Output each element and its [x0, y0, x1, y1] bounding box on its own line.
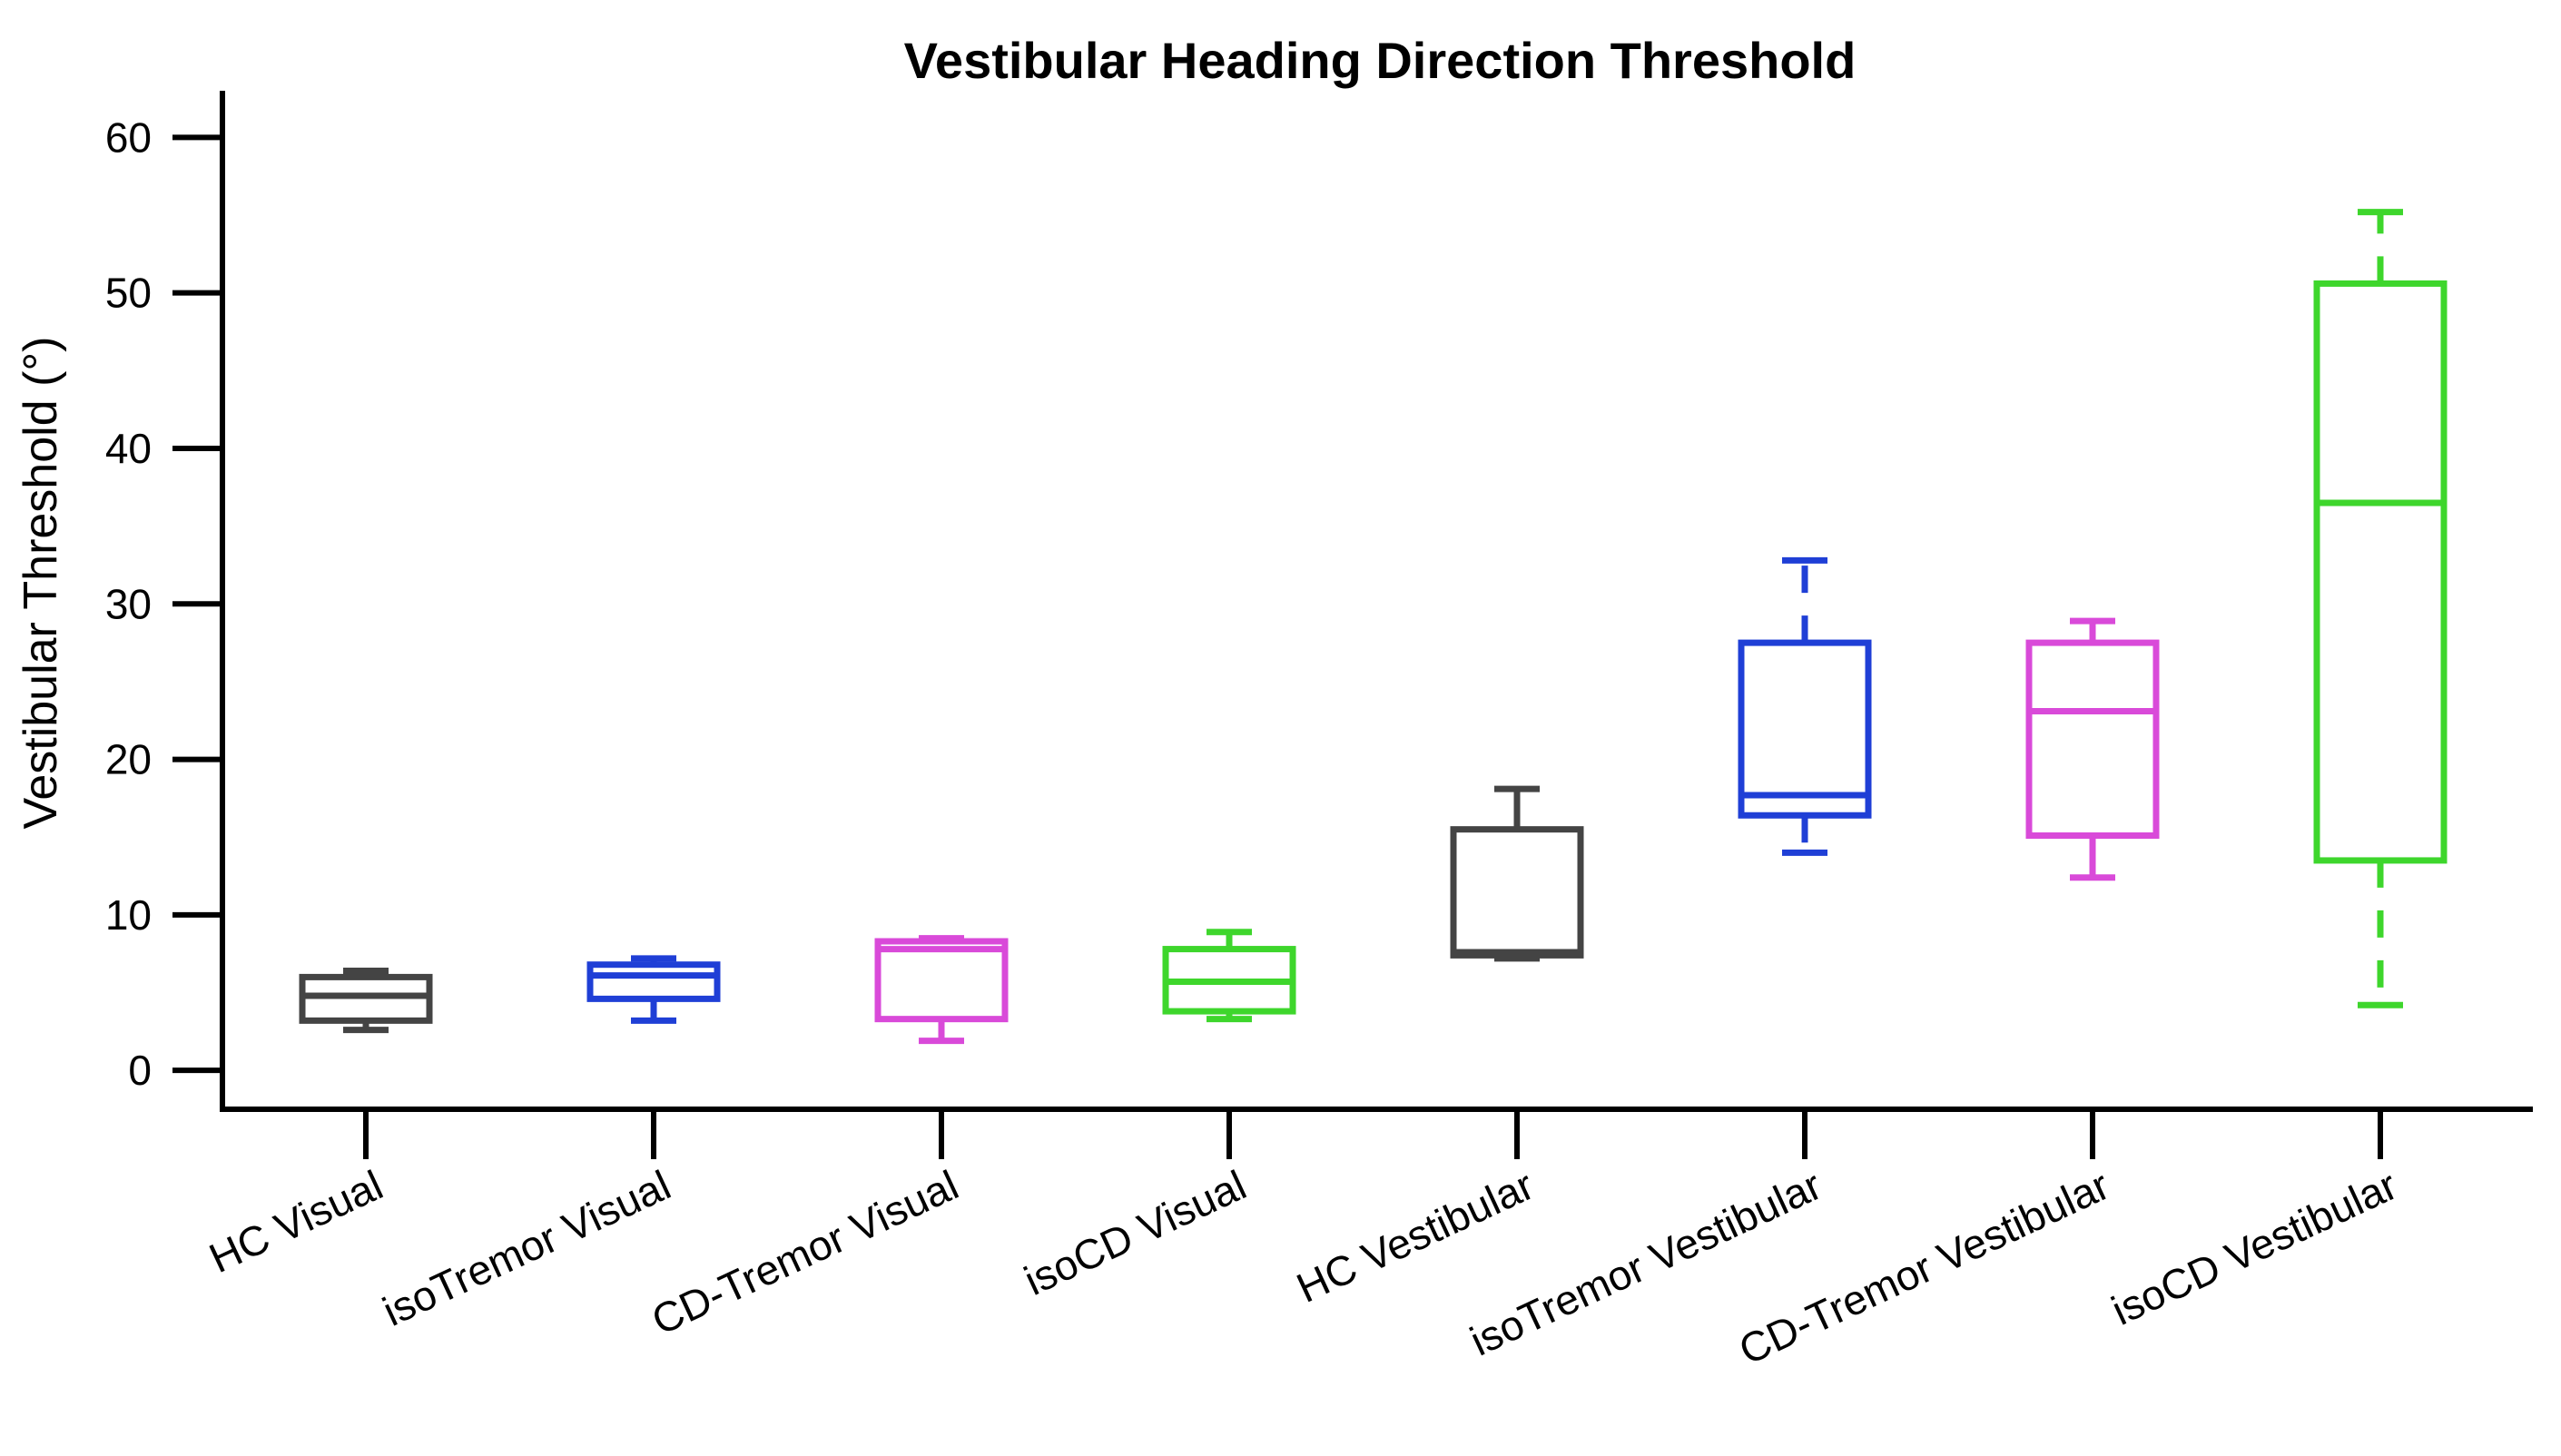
x-tick-label: HC Vestibular	[1289, 1161, 1541, 1312]
y-tick-label: 10	[105, 891, 152, 939]
iqr-box	[874, 938, 1009, 1023]
x-tick-label: isoTremor Visual	[376, 1161, 677, 1335]
boxes-group	[299, 209, 2448, 1045]
box-plot-isocd-visual	[1162, 929, 1296, 1023]
y-tick-label: 60	[105, 113, 152, 161]
iqr-box	[586, 961, 721, 1002]
y-axis-label: Vestibular Threshold (°)	[15, 337, 67, 830]
iqr-box	[1738, 639, 1872, 819]
x-tick-label: CD-Tremor Visual	[645, 1161, 965, 1344]
box-plot-isocd-vestibular	[2313, 209, 2448, 1008]
x-tick-label: isoCD Vestibular	[2104, 1161, 2404, 1334]
y-tick-label: 40	[105, 425, 152, 472]
x-tick-label: HC Visual	[202, 1161, 390, 1282]
y-tick-label: 0	[128, 1047, 152, 1094]
iqr-box	[2025, 639, 2160, 840]
box-plot-isotremor-vestibular	[1738, 556, 1872, 856]
y-tick-label: 50	[105, 270, 152, 317]
box-plot-hc-vestibular	[1450, 785, 1584, 962]
y-tick-label: 20	[105, 736, 152, 783]
box-plot-cd-tremor-vestibular	[2025, 617, 2160, 881]
y-tick-label: 30	[105, 580, 152, 627]
iqr-box	[2313, 280, 2448, 864]
x-tick-label: isoCD Visual	[1017, 1161, 1253, 1304]
iqr-box	[1450, 826, 1584, 959]
box-plot-isotremor-visual	[586, 955, 721, 1024]
chart-title: Vestibular Heading Direction Threshold	[904, 32, 1857, 89]
box-plot-hc-visual	[299, 968, 433, 1034]
box-plot-cd-tremor-visual	[874, 935, 1009, 1045]
